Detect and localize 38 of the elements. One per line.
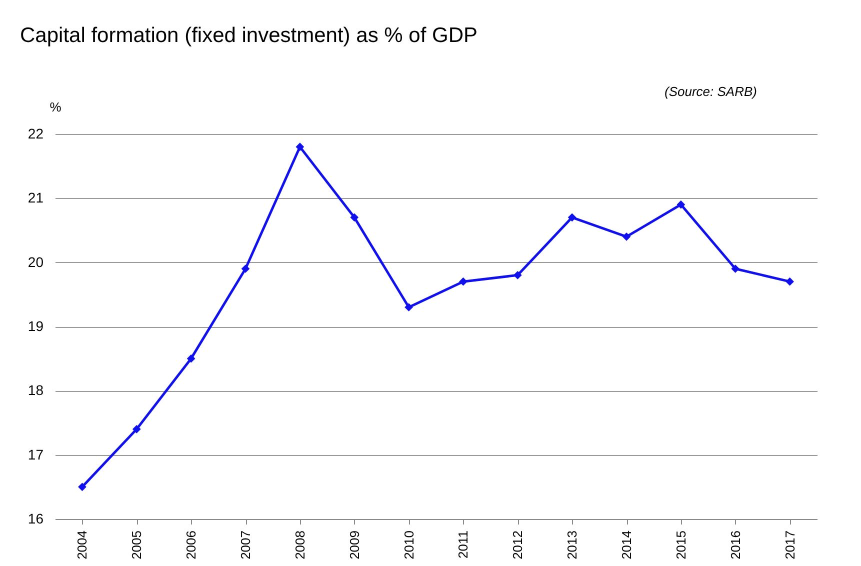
- y-tick-label: 16: [28, 510, 44, 526]
- x-tick-label: 2009: [346, 530, 362, 560]
- point: [786, 277, 794, 286]
- x-tick-label: 2011: [456, 530, 471, 558]
- y-tick-label: 21: [28, 190, 44, 206]
- point: [459, 277, 468, 286]
- point: [78, 482, 86, 492]
- point: [513, 270, 522, 280]
- x-tick-label: 2010: [401, 530, 416, 560]
- x-tick-label: 2016: [728, 530, 743, 560]
- y-tick-label: 22: [28, 126, 44, 142]
- point: [568, 213, 576, 222]
- x-tick-label: 2012: [510, 530, 526, 560]
- x-tick-label: 2005: [129, 530, 144, 560]
- point: [676, 200, 686, 209]
- y-axis-title: %: [50, 100, 62, 114]
- x-tick-label: 2006: [184, 530, 199, 560]
- point: [350, 213, 359, 222]
- point: [132, 424, 141, 434]
- point: [296, 142, 304, 152]
- text: (Source: SARB): [664, 84, 757, 99]
- y-tick-label: 20: [28, 254, 44, 270]
- y-tick-label: 19: [28, 318, 44, 334]
- chart-title: Capital formation (fixed investment) as % of GDP: [20, 24, 478, 47]
- point: [404, 303, 413, 312]
- point: [731, 264, 740, 273]
- point: [186, 354, 196, 363]
- x-tick-label: 2015: [673, 530, 688, 560]
- y-tick-label: 18: [28, 382, 44, 398]
- point: [622, 232, 631, 241]
- x-tick-label: 2014: [619, 530, 634, 560]
- x-tick-label: 2017: [782, 530, 798, 560]
- x-tick-label: 2007: [238, 530, 253, 560]
- x-tick-label: 2013: [564, 530, 580, 560]
- y-tick-label: 17: [28, 446, 44, 462]
- point: [241, 264, 250, 273]
- x-tick-label: 2004: [74, 530, 90, 560]
- x-tick-label: 2008: [292, 530, 308, 560]
